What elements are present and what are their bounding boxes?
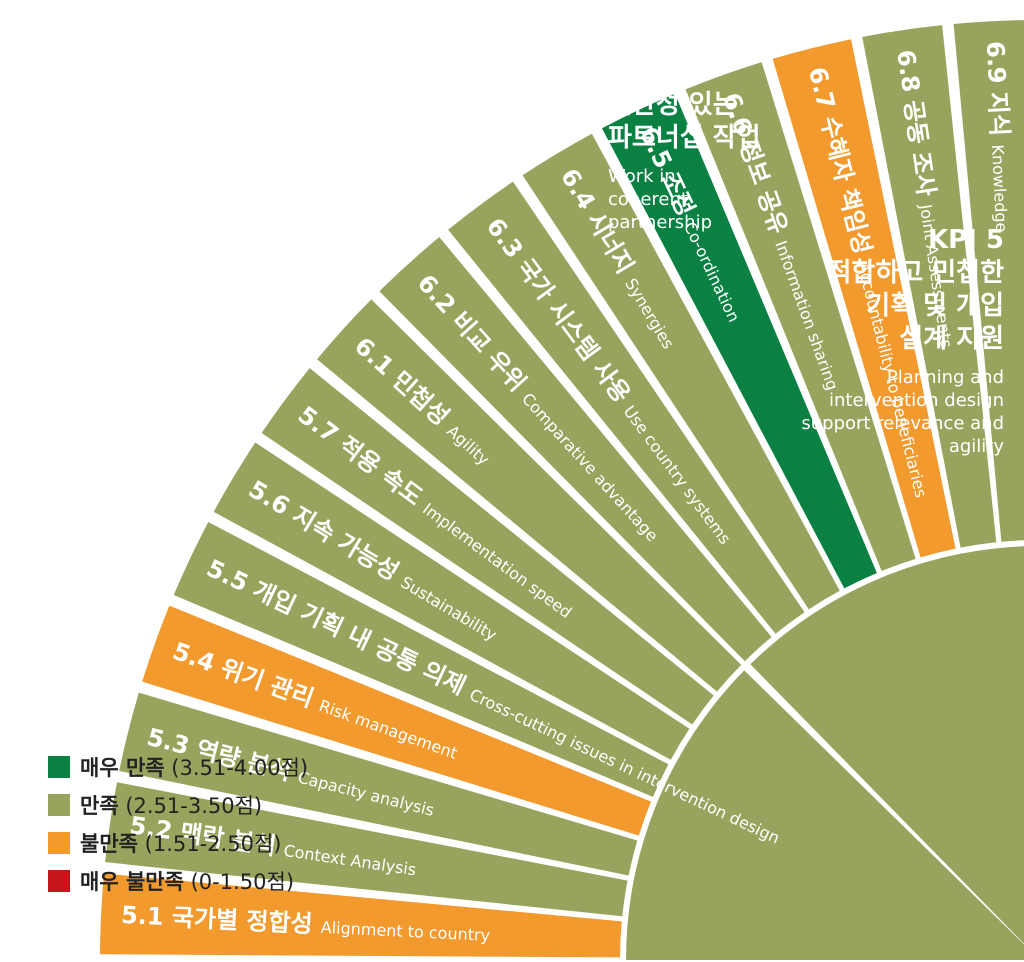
legend-swatch [48,870,70,892]
kpi6-wedge [750,546,1024,944]
legend-range: (0-1.50점) [190,870,295,894]
segment-6-7 [772,39,956,558]
segment-6-9 [953,20,1024,542]
legend-label: 불만족 [80,832,138,856]
legend: 매우 만족 (3.51-4.00점) 만족 (2.51-3.50점) 불만족 (… [48,748,308,900]
legend-label: 매우 불만족 [80,870,184,894]
legend-text: 만족 (2.51-3.50점) [80,790,262,820]
kpi5-title: KPI 5 적합하고 민첩한 기획 및 개입 설계 지원 [764,224,1005,356]
kpi5-title-line: 설계 지원 [899,324,1004,354]
segment-name-en: Knowledge [988,144,1011,233]
segment-5-4 [142,605,651,836]
legend-swatch [48,794,70,816]
kpi6-title-line: KPI 6 [608,57,685,87]
segment-code: 6.9 [981,40,1011,92]
kpi5-title-line: 기획 및 개입 [866,291,1004,321]
legend-swatch [48,756,70,778]
kpi5-english-line: agility [948,436,1004,457]
kpi6-english: Work in coherent partnership [608,165,868,234]
kpi5-english-line: intervention design [829,390,1004,411]
segment-5-1 [100,873,622,958]
kpi5-english-line: Planning and [886,367,1004,388]
kpi5-wedge [626,670,1024,960]
legend-text: 매우 만족 (3.51-4.00점) [80,752,308,782]
segment-6-5 [601,93,877,589]
segment-code: 5.1 [120,901,172,931]
kpi6-english-line: coherent [608,189,688,210]
segment-6-6 [685,62,916,571]
segment-label: 6.9 지식 Knowledge [981,40,1018,232]
legend-range: (3.51-4.00점) [171,756,309,780]
legend-label: 매우 만족 [80,756,165,780]
segment-5-2 [105,782,628,917]
kpi6-english-line: Work in [608,166,676,187]
legend-range: (1.51-2.50점) [144,832,282,856]
segment-5-7 [261,368,714,725]
segment-name-ko: 지식 [983,91,1014,145]
legend-label: 만족 [80,794,119,818]
legend-item-highly-satisfactory: 매우 만족 (3.51-4.00점) [48,748,308,786]
segment-6-1 [317,299,742,692]
kpi6-title-line: 일관성 있는 [608,90,737,120]
legend-swatch [48,832,70,854]
kpi5-english-line: support relevance and [801,413,1004,434]
segment-5-5 [173,521,669,797]
legend-item-highly-unsatisfactory: 매우 불만족 (0-1.50점) [48,862,308,900]
kpi5-label: KPI 5 적합하고 민첩한 기획 및 개입 설계 지원 Planning an… [764,224,1004,458]
kpi6-label: KPI 6 일관성 있는 파트너십 작업 Work in coherent pa… [608,56,868,234]
kpi5-title-line: KPI 5 [927,225,1004,255]
segment-6-3 [448,181,805,634]
segment-5-6 [213,442,690,760]
kpi6-title-line: 파트너십 작업 [608,123,761,153]
segment-6-8 [862,25,997,548]
legend-text: 불만족 (1.51-2.50점) [80,828,281,858]
kpi5-english: Planning and intervention design support… [764,366,1004,458]
segment-6-2 [379,237,772,662]
legend-item-unsatisfactory: 불만족 (1.51-2.50점) [48,824,308,862]
segment-6-4 [522,133,840,610]
kpi6-english-line: partnership [608,212,713,233]
kpi5-title-line: 적합하고 민첩한 [827,258,1005,288]
legend-range: (2.51-3.50점) [125,794,263,818]
legend-item-satisfactory: 만족 (2.51-3.50점) [48,786,308,824]
kpi6-title: KPI 6 일관성 있는 파트너십 작업 [608,56,868,155]
segment-label-text: 6.9 지식 Knowledge [981,40,1018,232]
legend-text: 매우 불만족 (0-1.50점) [80,866,294,896]
segment-5-3 [119,692,638,876]
